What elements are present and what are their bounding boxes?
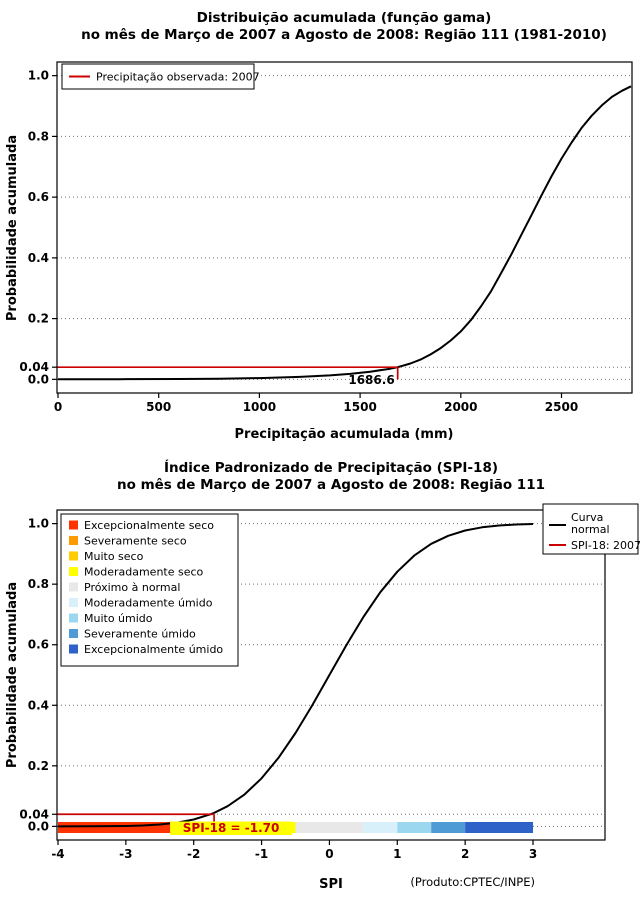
category-swatch (69, 582, 78, 592)
annotation-highlight (170, 821, 293, 835)
category-label: Muito seco (84, 550, 144, 563)
gamma-chart-block: Distribuição acumulada (função gama) no … (5, 10, 633, 442)
chart-subtitle: no mês de Março de 2007 a Agosto de 2008… (81, 27, 607, 43)
chart-title: Índice Padronizado de Precipitação (SPI-… (164, 459, 498, 476)
spi-categories-legend: Excepcionalmente seco Severamente seco Mui… (60, 513, 239, 667)
category-swatch (69, 551, 78, 561)
legend: Precipitação observada: 2007 (61, 63, 260, 90)
svg-text:0.6: 0.6 (28, 638, 49, 652)
gamma-distribution-chart: Distribuição acumulada (função gama) no … (5, 10, 633, 442)
svg-text:3: 3 (529, 847, 537, 861)
product-credit: (Produto:CPTEC/INPE) (410, 875, 535, 889)
svg-text:0.0: 0.0 (28, 819, 49, 833)
spi-bar-segment (363, 822, 398, 833)
svg-text:-4: -4 (51, 847, 64, 861)
category-swatch (69, 520, 78, 530)
svg-text:1500: 1500 (343, 400, 376, 414)
svg-text:1.0: 1.0 (28, 69, 49, 83)
gamma-cdf-curve (57, 85, 632, 381)
y-axis-title: Probabilidade acumulada (5, 582, 20, 768)
plot-frame (56, 509, 606, 841)
category-swatch (69, 629, 78, 638)
svg-text:0.04: 0.04 (19, 807, 49, 821)
svg-text:1000: 1000 (243, 400, 276, 414)
svg-text:-3: -3 (119, 847, 132, 861)
svg-text:1: 1 (393, 847, 401, 861)
spi-bar-segment (397, 822, 432, 833)
chart-subtitle: no mês de Março de 2007 a Agosto de 2008… (117, 477, 545, 493)
spi-bar-segment (431, 822, 466, 833)
gamma-cdf-plot-area: 1686.6 (57, 62, 632, 393)
svg-text:0.6: 0.6 (28, 190, 49, 204)
chart-title: Distribuição acumulada (função gama) (197, 10, 492, 26)
spi-bar-segment (58, 822, 194, 833)
axis-ticks: 0 500 1000 1500 2000 2500 0.00.04 0.2 0.4 0.6 0.8 1… (19, 69, 578, 414)
legend-label: normal (571, 523, 610, 536)
observed-value-marker: SPI-18 = -1.70 (57, 813, 293, 835)
x-axis-title: Precipitação acumulada (mm) (235, 427, 454, 442)
category-swatch (69, 613, 78, 623)
spi-bar-segment (295, 822, 364, 833)
legend-label: Curva (571, 511, 603, 524)
y-axis-title: Probabilidade acumulada (5, 135, 20, 321)
category-label: Muito úmido (84, 612, 153, 625)
category-swatch (69, 536, 78, 545)
spi-category-bar (58, 822, 533, 833)
category-swatch (69, 598, 78, 607)
svg-text:-1: -1 (255, 847, 268, 861)
category-label: Moderadamente seco (84, 566, 204, 579)
annotation-label: SPI-18 = -1.70 (183, 821, 280, 835)
spi-chart-block: Índice Padronizado de Precipitação (SPI-… (0, 450, 640, 900)
category-label: Próximo à normal (84, 581, 180, 594)
x-axis-title: SPI (319, 877, 343, 892)
svg-text:2500: 2500 (545, 400, 578, 414)
svg-text:0.4: 0.4 (28, 251, 49, 265)
category-swatch (69, 567, 78, 576)
category-swatch (69, 644, 78, 654)
legend-label: SPI-18: 2007 (571, 539, 640, 552)
svg-text:0.8: 0.8 (28, 129, 49, 143)
svg-text:0: 0 (325, 847, 333, 861)
svg-text:0.8: 0.8 (28, 577, 49, 591)
svg-text:2000: 2000 (444, 400, 477, 414)
spi-cdf-chart: Índice Padronizado de Precipitação (SPI-… (5, 459, 640, 892)
category-label: Severamente seco (84, 535, 187, 548)
observed-value-marker: 1686.6 (57, 366, 399, 387)
annotation-label: 1686.6 (348, 373, 394, 387)
svg-text:-2: -2 (187, 847, 200, 861)
plot-frame (56, 61, 633, 394)
svg-text:1.0: 1.0 (28, 517, 49, 531)
svg-text:0.2: 0.2 (28, 759, 49, 773)
spi-bar-segment (465, 822, 533, 833)
category-label: Excepcionalmente seco (84, 519, 214, 532)
category-label: Severamente úmido (84, 628, 196, 641)
axis-ticks: -4 -3 -2 -1 0 1 2 3 0.00.04 0.2 0.4 0.6 0.8 1.0 (19, 517, 537, 861)
svg-text:0.04: 0.04 (19, 360, 49, 374)
svg-text:0: 0 (54, 400, 62, 414)
svg-text:2: 2 (461, 847, 469, 861)
svg-text:500: 500 (146, 400, 171, 414)
svg-text:0.4: 0.4 (28, 698, 49, 712)
spi-18-curve (57, 523, 534, 828)
category-label: Excepcionalmente úmido (84, 643, 223, 656)
svg-text:0.0: 0.0 (28, 372, 49, 386)
category-label: Moderadamente úmido (84, 597, 213, 610)
legend-label: Precipitação observada: 2007 (96, 71, 260, 84)
svg-text:0.2: 0.2 (28, 312, 49, 326)
